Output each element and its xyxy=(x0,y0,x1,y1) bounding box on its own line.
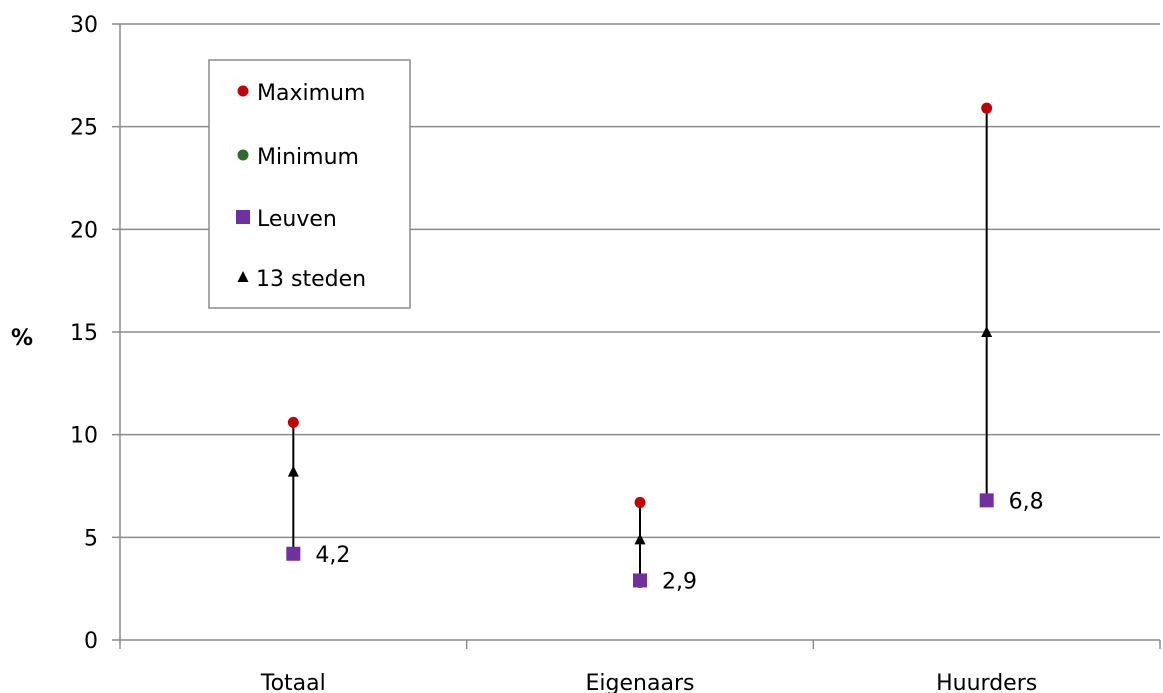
legend-label: 13 steden xyxy=(256,267,366,292)
y-tick-label: 20 xyxy=(70,218,98,243)
y-tick-label: 10 xyxy=(70,424,98,449)
marker-leuven xyxy=(286,546,301,561)
y-axis-label: % xyxy=(11,326,33,351)
y-tick-label: 25 xyxy=(70,116,98,141)
data-markers xyxy=(286,102,994,589)
legend-marker xyxy=(236,210,250,224)
y-axis-ticks: 0 5 10 15 20 25 30 xyxy=(70,13,120,654)
marker-leuven xyxy=(633,573,647,588)
data-labels: 4,2 2,9 6,8 xyxy=(315,489,1043,594)
legend: Maximum Minimum Leuven 13 steden xyxy=(208,59,411,309)
axes xyxy=(119,24,1161,649)
data-label: 4,2 xyxy=(315,543,350,568)
y-tick-label: 30 xyxy=(70,13,98,38)
data-label: 6,8 xyxy=(1009,489,1044,514)
x-category-label: Huurders xyxy=(936,671,1037,693)
y-tick-label: 0 xyxy=(84,629,98,654)
marker-leuven xyxy=(979,493,994,508)
legend-label: Leuven xyxy=(257,207,337,232)
y-tick-label: 15 xyxy=(70,321,98,346)
marker-maximum xyxy=(634,496,646,508)
legend-marker xyxy=(237,149,249,161)
legend-box xyxy=(208,59,411,309)
x-category-label: Eigenaars xyxy=(586,671,695,693)
x-axis-categories: Totaal Eigenaars Huurders xyxy=(260,671,1037,693)
legend-item: Minimum xyxy=(237,145,359,170)
legend-marker xyxy=(237,271,249,282)
marker-maximum xyxy=(287,416,299,428)
x-category-label: Totaal xyxy=(260,671,326,693)
marker-maximum xyxy=(981,102,993,114)
marker-13-steden xyxy=(634,533,646,545)
legend-item: Leuven xyxy=(236,207,337,232)
legend-label: Maximum xyxy=(257,81,365,106)
legend-item: 13 steden xyxy=(237,267,366,292)
y-tick-label: 5 xyxy=(84,526,98,551)
legend-label: Minimum xyxy=(257,145,359,170)
data-label: 2,9 xyxy=(662,569,697,594)
marker-13-steden xyxy=(287,465,299,477)
legend-marker xyxy=(237,85,249,97)
y-axis-label-group: % xyxy=(11,326,33,351)
marker-13-steden xyxy=(981,326,993,337)
legend-item: Maximum xyxy=(237,81,365,106)
